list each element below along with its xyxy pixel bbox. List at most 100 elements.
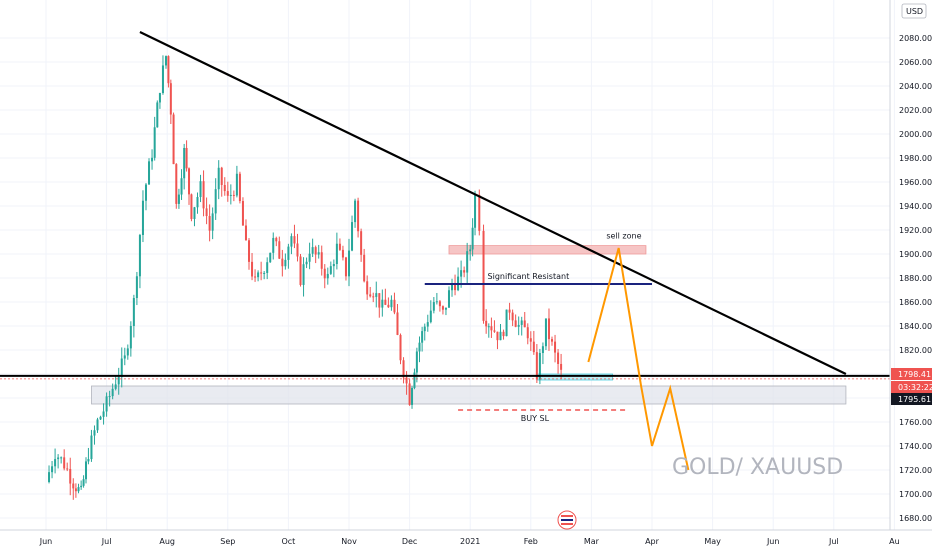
candle-body — [72, 483, 75, 489]
candle-body — [344, 257, 347, 277]
price-tick-label: 2020.00 — [899, 106, 932, 115]
price-tag-label: 03:32:22 — [898, 383, 932, 392]
candle-body — [172, 114, 175, 165]
currency-badge[interactable] — [901, 3, 927, 19]
candle-body — [466, 251, 469, 273]
flag-icon[interactable] — [557, 510, 577, 530]
candle-body — [487, 326, 490, 328]
candle-body — [241, 201, 244, 226]
time-tick-label: May — [704, 537, 721, 546]
candle-body — [183, 147, 186, 179]
candle-body — [469, 249, 472, 252]
candle-body — [229, 194, 232, 196]
price-tick-label: 2040.00 — [899, 82, 932, 91]
candle-body — [57, 457, 60, 460]
candle-body — [188, 168, 191, 195]
candle-body — [485, 320, 488, 327]
candle-body — [366, 281, 369, 295]
candle-body — [508, 309, 511, 313]
candle-body — [411, 387, 414, 405]
candle-body — [102, 411, 105, 417]
candle-body — [266, 262, 269, 273]
drawings: Significant Resistant sell zone BUY SL — [0, 31, 890, 471]
candle-body — [96, 419, 99, 431]
candle-body — [63, 457, 66, 469]
price-tick-label: 1920.00 — [899, 226, 932, 235]
candle-body — [117, 377, 120, 385]
candle-body — [90, 435, 93, 460]
candle-body — [517, 324, 520, 327]
candle-body — [148, 161, 151, 185]
candle-body — [372, 296, 375, 298]
candle-body — [299, 256, 302, 285]
candle-body — [223, 185, 226, 192]
currency-label: USD — [906, 7, 923, 16]
candle-body — [444, 307, 447, 310]
candle-body — [251, 261, 254, 277]
candle-body — [269, 252, 272, 263]
candle-body — [132, 298, 135, 326]
candle-body — [153, 127, 156, 158]
candle-body — [490, 326, 493, 331]
time-tick-label: Dec — [402, 537, 417, 546]
time-tick-label: 2021 — [460, 537, 480, 546]
candle-body — [74, 488, 77, 492]
time-tick-label: Jul — [101, 537, 112, 546]
candle-body — [105, 396, 108, 412]
candle-body — [175, 164, 178, 204]
candle-body — [390, 299, 393, 308]
candle-body — [138, 234, 141, 277]
candle-body — [338, 243, 341, 250]
candle-body — [354, 200, 357, 223]
candle-body — [332, 264, 335, 267]
candle-body — [471, 227, 474, 250]
candle-body — [126, 348, 129, 356]
price-tick-label: 1820.00 — [899, 346, 932, 355]
candle-body — [80, 485, 83, 488]
candle-body — [441, 306, 444, 310]
price-tick-label: 1700.00 — [899, 490, 932, 499]
candle-body — [217, 167, 220, 190]
candle-body — [447, 290, 450, 308]
candle-body — [375, 293, 378, 297]
candle-body — [196, 197, 199, 208]
candle-body — [278, 241, 281, 259]
candle-body — [432, 302, 435, 311]
candle-body — [205, 208, 208, 217]
candle-body — [156, 102, 159, 128]
candle-body — [244, 225, 247, 241]
candle-body — [226, 191, 229, 196]
candle-body — [454, 284, 457, 291]
candle-body — [120, 358, 123, 378]
candle-body — [493, 330, 496, 332]
candle-body — [54, 459, 57, 467]
price-tags: 1798.41 03:32:22 1795.61 — [891, 368, 932, 405]
price-tick-label: 1760.00 — [899, 418, 932, 427]
time-tick-label: Feb — [524, 537, 538, 546]
price-axis[interactable]: USD 1680.00 1700.00 1720.00 1740.00 1760.00 1… — [889, 0, 932, 530]
candle-body — [511, 312, 514, 321]
candle-body — [460, 270, 463, 277]
support-zone — [91, 385, 847, 405]
candle-body — [384, 299, 387, 305]
candle-body — [529, 338, 532, 342]
candle-body — [293, 236, 296, 244]
candle-body — [423, 326, 426, 332]
candle-body — [287, 246, 290, 260]
price-tick-label: 2080.00 — [899, 34, 932, 43]
price-tag — [891, 381, 932, 393]
candle-body — [360, 231, 363, 255]
candle-body — [541, 346, 544, 354]
candle-body — [463, 270, 466, 273]
candle-body — [185, 147, 188, 169]
candle-body — [87, 459, 90, 462]
candle-body — [167, 56, 170, 84]
candle-body — [232, 194, 235, 196]
candle-body — [363, 254, 366, 282]
time-axis[interactable]: Jun Jul Aug Sep Oct Nov Dec 2021 Feb Mar Apr May Jun… — [0, 529, 932, 546]
candle-body — [193, 207, 196, 220]
candle-body — [272, 237, 275, 253]
candle-body — [177, 194, 180, 204]
candle-body — [129, 325, 132, 349]
